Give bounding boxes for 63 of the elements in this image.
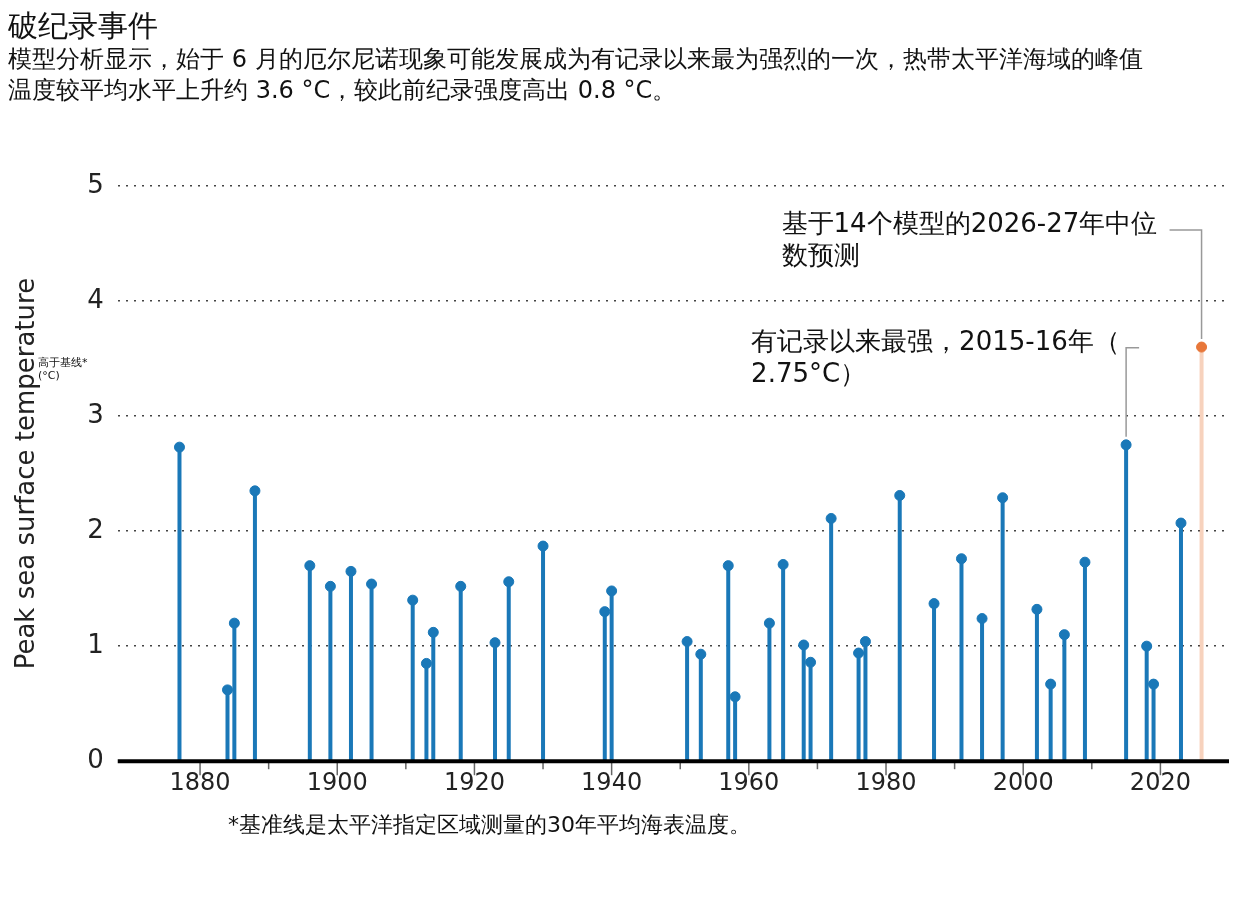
point [928,598,940,610]
text: *基准线是太平洋指定区域测量的30年平均海表温度。 [228,811,752,839]
point [420,657,432,669]
point [997,492,1009,504]
point [976,613,988,625]
annotation: 基于14个模型的2026-27年中位数预测 [781,207,1158,270]
x-tick-label: 1920 [443,767,505,796]
point [853,647,865,659]
point [489,637,501,649]
point [777,558,789,570]
chart-title: 破纪录事件 [8,8,159,44]
point [955,553,967,565]
point [249,485,261,497]
point [894,489,906,501]
point [763,617,775,629]
text: 高于基线* (°C) [38,356,89,382]
point [1141,640,1153,652]
y-tick-label: 1 [87,628,104,659]
point [304,560,316,572]
point [455,580,467,592]
point [599,606,611,618]
point [407,594,419,606]
point [1031,603,1043,615]
x-tick-label: 1940 [581,767,643,796]
y-tick-label: 2 [87,513,104,544]
point [1079,556,1091,568]
chart-subtitle: 模型分析显示，始于 6 月的厄尔尼诺现象可能发展成为有记录以来最为强烈的一次，热带太平洋海域的峰值温度较平均水平上升约 3.6 °C，较此前纪录强度高出 0.8 °C。 [8,44,1144,106]
point [729,691,741,703]
annotation: 有记录以来最强，2015-16年（2.75°C） [751,325,1120,388]
x-tick-label: 2000 [992,767,1054,796]
y-tick-label: 3 [87,398,104,429]
x-tick-label: 1980 [855,767,917,796]
point [798,639,810,651]
point [1196,341,1208,353]
y-axis-title: Peak sea surface temperature [10,277,41,670]
point [695,648,707,660]
point [1120,439,1132,451]
point [537,540,549,552]
point [366,578,378,590]
y-tick-label: 4 [87,283,104,314]
point [1148,678,1160,690]
point [606,585,618,597]
x-tick-label: 2020 [1129,767,1191,796]
point [825,512,837,524]
point [345,565,357,577]
x-tick-label: 1960 [718,767,780,796]
point [1045,678,1057,690]
x-tick-label: 1880 [169,767,231,796]
point [859,636,871,648]
point [1175,517,1187,529]
point [503,576,515,588]
point [1058,629,1070,641]
point [427,626,439,638]
point [805,656,817,668]
point [173,441,185,453]
point [722,560,734,572]
x-tick-label: 1900 [306,767,368,796]
point [324,580,336,592]
y-tick-label: 5 [87,168,104,199]
y-tick-label: 0 [87,743,104,774]
point [222,684,233,696]
point [681,636,693,648]
point [228,617,240,629]
